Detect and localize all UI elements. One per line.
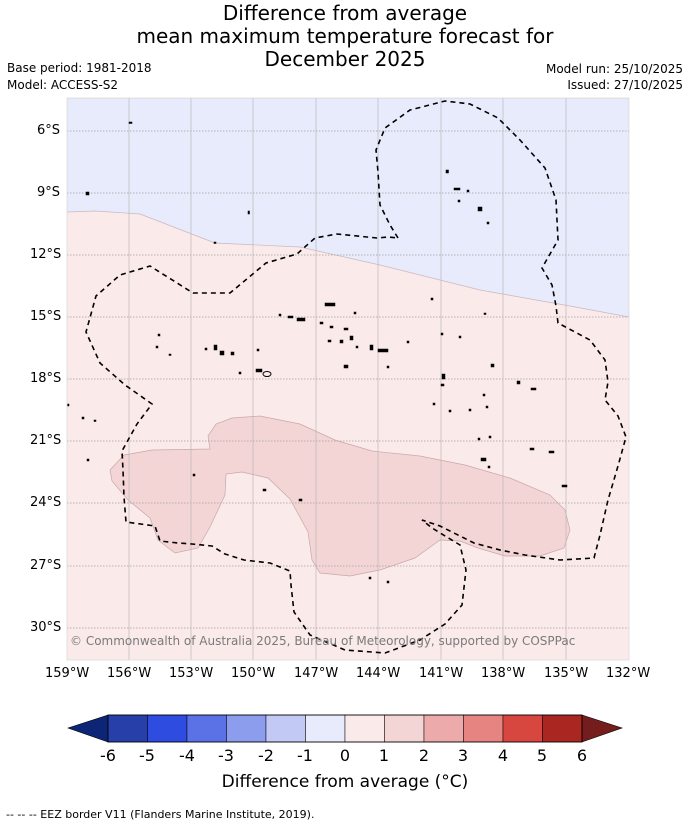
copyright-notice: © Commonwealth of Australia 2025, Bureau… <box>70 634 576 648</box>
lon-label: 150°W <box>231 666 276 681</box>
colorbar-tick-label: 6 <box>576 746 588 765</box>
lon-label: 138°W <box>481 666 526 681</box>
lat-label: 15°S <box>30 309 62 324</box>
map-area <box>67 98 629 660</box>
colorbar-cell <box>384 714 425 743</box>
map-border <box>66 97 630 661</box>
colorbar-tick-label: -2 <box>258 746 274 765</box>
model-run-label: Model run: 25/10/2025 <box>545 62 683 76</box>
lon-label: 135°W <box>544 666 589 681</box>
lon-label: 141°W <box>419 666 464 681</box>
lat-label: 24°S <box>30 495 62 510</box>
colorbar-tick-label: 4 <box>497 746 509 765</box>
colorbar-cell <box>542 714 583 743</box>
colorbar-tick-label: 2 <box>418 746 430 765</box>
lat-label: 6°S <box>37 123 61 138</box>
lon-label: 132°W <box>606 666 651 681</box>
colorbar-tick-label: -5 <box>139 746 155 765</box>
colorbar-cell <box>186 714 227 743</box>
lat-label: 12°S <box>30 247 62 262</box>
lon-label: 147°W <box>294 666 339 681</box>
colorbar-tick-label: 5 <box>536 746 548 765</box>
latitude-gridlines <box>67 130 629 629</box>
anomaly-region-1-to-2 <box>109 415 571 577</box>
lon-label: 153°W <box>169 666 214 681</box>
title-line-2: mean maximum temperature forecast for <box>136 24 554 48</box>
colorbar-tick-label: 3 <box>457 746 469 765</box>
colorbar-cell <box>502 714 543 743</box>
colorbar-tick-label: -6 <box>100 746 116 765</box>
lat-label: 9°S <box>37 185 61 200</box>
colorbar-tick-label: 1 <box>378 746 390 765</box>
title-line-3: December 2025 <box>264 47 426 71</box>
lat-label: 30°S <box>30 620 62 635</box>
lon-label: 144°W <box>356 666 401 681</box>
colorbar-tick-label: -1 <box>297 746 313 765</box>
lat-label: 21°S <box>30 433 62 448</box>
base-period-label: Base period: 1981-2018 <box>7 61 152 75</box>
colorbar-tick-label: -3 <box>218 746 234 765</box>
colorbar-cell <box>423 714 464 743</box>
lagoon-atoll-marker <box>262 371 272 377</box>
colorbar-cell <box>344 714 385 743</box>
island-markers <box>67 121 568 584</box>
colorbar-tick-label: -4 <box>179 746 195 765</box>
issued-label: Issued: 27/10/2025 <box>567 78 683 92</box>
colorbar-cell <box>107 714 148 743</box>
longitude-gridlines <box>128 98 567 660</box>
eez-legend-footer: -- -- -- EEZ border V11 (Flanders Marine… <box>6 808 315 821</box>
colorbar-extend-high <box>581 714 623 743</box>
anomaly-region-neg1-to-0 <box>67 98 629 318</box>
eez-border <box>85 100 627 654</box>
colorbar-frame <box>107 714 583 743</box>
colorbar-cell <box>265 714 306 743</box>
colorbar-cell <box>147 714 188 743</box>
colorbar-extend-low <box>67 714 109 743</box>
title-line-1: Difference from average <box>222 1 468 25</box>
colorbar <box>67 714 623 743</box>
lon-label: 159°W <box>45 666 90 681</box>
model-label: Model: ACCESS-S2 <box>7 78 119 92</box>
colorbar-cell <box>305 714 346 743</box>
colorbar-cell <box>226 714 267 743</box>
colorbar-title: Difference from average (°C) <box>221 772 469 792</box>
lon-label: 156°W <box>107 666 152 681</box>
lat-label: 18°S <box>30 371 62 386</box>
colorbar-cell <box>463 714 504 743</box>
colorbar-tick-label: 0 <box>339 746 351 765</box>
lat-label: 27°S <box>30 558 62 573</box>
